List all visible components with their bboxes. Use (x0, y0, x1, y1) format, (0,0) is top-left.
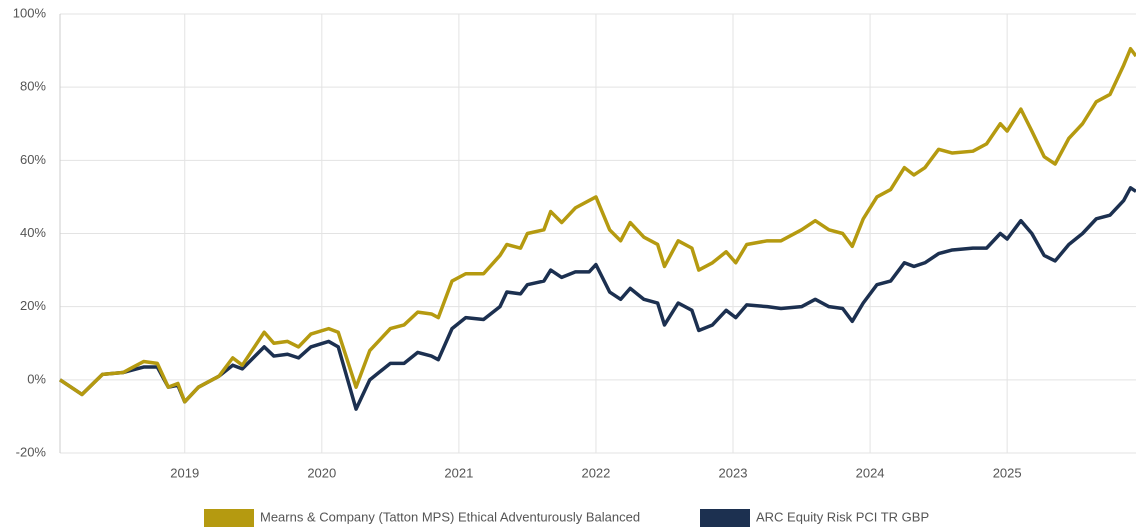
x-tick-label: 2024 (856, 465, 885, 480)
y-tick-label: 20% (20, 298, 46, 313)
line-series (59, 186, 1136, 411)
y-tick-label: -20% (16, 444, 47, 459)
y-tick-label: 80% (20, 79, 46, 94)
legend-swatch (700, 509, 750, 527)
x-tick-label: 2025 (993, 465, 1022, 480)
legend-label: ARC Equity Risk PCI TR GBP (756, 509, 929, 524)
legend-label: Mearns & Company (Tatton MPS) Ethical Ad… (260, 509, 640, 524)
y-tick-label: 100% (13, 5, 47, 20)
x-tick-label: 2019 (170, 465, 199, 480)
x-tick-label: 2020 (307, 465, 336, 480)
x-tick-label: 2021 (444, 465, 473, 480)
y-tick-label: 0% (27, 371, 46, 386)
x-tick-label: 2023 (719, 465, 748, 480)
x-tick-label: 2022 (581, 465, 610, 480)
y-tick-label: 60% (20, 152, 46, 167)
legend-swatch (204, 509, 254, 527)
line-series (59, 47, 1136, 404)
y-tick-label: 40% (20, 225, 46, 240)
